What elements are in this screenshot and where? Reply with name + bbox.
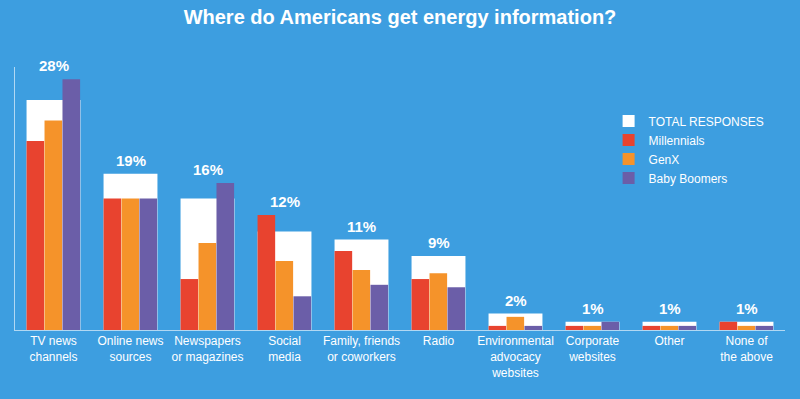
svg-text:2%: 2% — [505, 292, 527, 309]
svg-text:28%: 28% — [39, 57, 69, 74]
svg-text:19%: 19% — [116, 152, 146, 169]
svg-text:1%: 1% — [582, 300, 604, 317]
svg-text:Millennials: Millennials — [649, 134, 705, 148]
svg-text:Environmentaladvocacywebsites: Environmentaladvocacywebsites — [477, 334, 554, 379]
svg-text:Other: Other — [654, 334, 684, 348]
svg-text:Newspapersor magazines: Newspapersor magazines — [171, 334, 243, 364]
svg-text:Where do Americans get energy: Where do Americans get energy informatio… — [184, 6, 617, 28]
svg-text:Corporatewebsites: Corporatewebsites — [566, 334, 620, 364]
svg-text:12%: 12% — [270, 193, 300, 210]
svg-text:TV newschannels: TV newschannels — [29, 334, 77, 364]
svg-text:1%: 1% — [659, 300, 681, 317]
svg-text:Socialmedia: Socialmedia — [268, 334, 301, 364]
svg-text:11%: 11% — [347, 218, 376, 235]
svg-text:GenX: GenX — [649, 153, 680, 167]
svg-text:Online newssources: Online newssources — [97, 334, 163, 364]
svg-text:Family, friendsor coworkers: Family, friendsor coworkers — [323, 334, 400, 364]
svg-text:None ofthe above: None ofthe above — [720, 334, 773, 364]
svg-text:16%: 16% — [193, 161, 223, 178]
svg-text:1%: 1% — [736, 300, 758, 317]
svg-text:Radio: Radio — [423, 334, 455, 348]
svg-text:9%: 9% — [428, 234, 450, 251]
svg-text:Baby Boomers: Baby Boomers — [649, 172, 728, 186]
svg-text:TOTAL RESPONSES: TOTAL RESPONSES — [649, 115, 764, 129]
